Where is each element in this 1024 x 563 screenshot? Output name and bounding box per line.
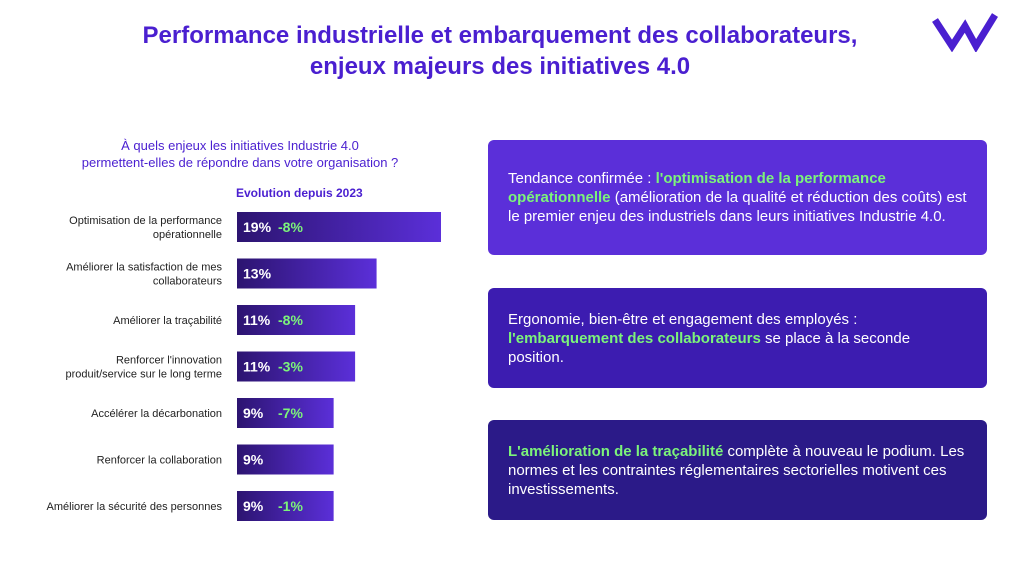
card-text-run: Tendance confirmée : [508, 170, 656, 187]
card-text-run: se place à la seconde position. [508, 329, 911, 366]
page-title: Performance industrielle et embarquement… [60, 20, 940, 82]
chart-question-line-1: À quels enjeux les initiatives Industrie… [121, 138, 359, 153]
category-label: Renforcer l'innovation [116, 355, 222, 367]
bar-change-label: -3% [278, 359, 303, 375]
highlight-text: l'embarquement des collaborateurs [508, 329, 761, 347]
page-title-line-2: enjeux majeurs des initiatives 4.0 [309, 53, 691, 80]
bar-chart: 19% -8% Optimisation de la performance opér… [47, 212, 441, 521]
card-text-run: (amélioration de la qualité et réduction… [508, 189, 967, 225]
category-label: Améliorer la satisfaction de mes [66, 262, 222, 274]
bar-value-label: 19% [243, 219, 272, 235]
card-text-run: complète à nouveau le podium. Les normes… [508, 442, 965, 498]
bar-value-label: 9% [243, 498, 264, 514]
bar [237, 398, 334, 428]
category-label: Optimisation de la performance [69, 215, 222, 227]
insight-card-tracabilite: L'amélioration de la traçabilité complèt… [488, 420, 987, 520]
card-text-run: Ergonomie, bien-être et engagement des e… [508, 310, 858, 328]
bar-value-label: 13% [243, 266, 272, 282]
bar-change-label: -8% [278, 219, 303, 235]
bar [237, 212, 441, 242]
highlight-text: L'amélioration de la traçabilité [508, 442, 724, 460]
card-text: Tendance confirmée : l'optimisation de l… [508, 169, 967, 226]
category-label: Renforcer la collaboration [97, 455, 222, 467]
card-text: Ergonomie, bien-être et engagement des e… [508, 310, 967, 367]
insight-card-collaborateurs: Ergonomie, bien-être et engagement des e… [488, 288, 987, 388]
bar [237, 491, 334, 521]
bar [237, 351, 356, 382]
category-label: opérationnelle [153, 229, 222, 241]
bar [237, 444, 334, 475]
bar [237, 258, 377, 289]
bar-value-label: 11% [243, 312, 271, 328]
bar-value-label: 9% [243, 452, 264, 468]
bar [237, 305, 356, 335]
bar-value-label: 11% [243, 359, 271, 375]
evolution-header: Evolution depuis 2023 [236, 186, 363, 200]
brand-logo-icon [932, 13, 998, 52]
category-label: Accélérer la décarbonation [91, 408, 222, 420]
bar-change-label: -7% [278, 405, 303, 421]
category-label: Améliorer la sécurité des personnes [47, 501, 223, 513]
page-title-line-1: Performance industrielle et embarquement… [142, 22, 858, 49]
category-label: collaborateurs [153, 276, 223, 288]
chart-question: À quels enjeux les initiatives Industrie… [40, 137, 440, 171]
highlight-text: l'optimisation de la performance opérati… [508, 170, 886, 206]
bar-change-label: -8% [278, 312, 303, 328]
category-label: Améliorer la traçabilité [113, 315, 222, 327]
chart-question-line-2: permettent-elles de répondre dans votre … [81, 155, 399, 170]
category-label: produit/service sur le long terme [65, 369, 222, 381]
bar-value-label: 9% [243, 405, 264, 421]
insight-card-performance: Tendance confirmée : l'optimisation de l… [488, 140, 987, 255]
bar-change-label: -1% [278, 498, 303, 514]
card-text: L'amélioration de la traçabilité complèt… [508, 442, 967, 499]
